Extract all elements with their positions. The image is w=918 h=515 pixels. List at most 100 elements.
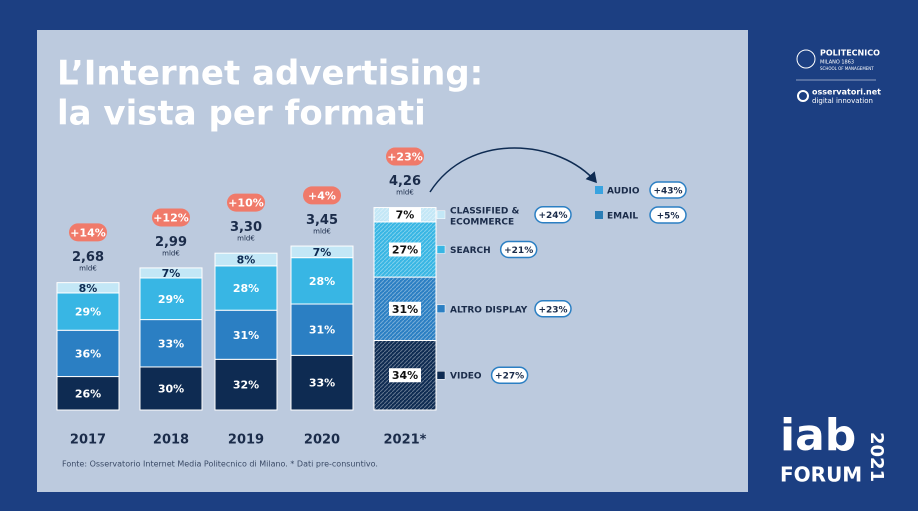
x-tick-label: 2019 bbox=[228, 433, 264, 448]
segment-label: 33% bbox=[158, 337, 184, 350]
segment-label: 7% bbox=[396, 209, 415, 222]
sub-label: EMAIL bbox=[607, 212, 638, 222]
bar-segment bbox=[214, 252, 278, 267]
sub-pill-label: +43% bbox=[653, 187, 682, 197]
segment-label: 26% bbox=[75, 387, 101, 400]
bar-segment bbox=[56, 292, 120, 331]
unit-label: mld€ bbox=[313, 227, 331, 235]
legend-label: CLASSIFIED & ECOMMERCE bbox=[450, 206, 519, 227]
bar-segment bbox=[214, 358, 278, 411]
bar-segment bbox=[56, 329, 120, 378]
growth-label: +10% bbox=[228, 197, 264, 210]
total-label: 4,26 bbox=[389, 174, 421, 189]
label-box bbox=[389, 242, 421, 257]
legend-swatch bbox=[436, 304, 446, 314]
segment-label: 33% bbox=[309, 377, 335, 390]
bar-segment bbox=[290, 303, 354, 356]
bar-segment bbox=[214, 309, 278, 360]
growth-pill bbox=[386, 147, 424, 166]
segment-label: 28% bbox=[309, 275, 335, 288]
logo-text: digital innovation bbox=[812, 97, 873, 105]
label-box bbox=[389, 301, 421, 316]
iab-logo: 2021 bbox=[866, 432, 887, 482]
segment-label: 28% bbox=[233, 282, 259, 295]
segment-label: 31% bbox=[392, 303, 418, 316]
title: L’Internet advertising: bbox=[57, 54, 483, 94]
unit-label: mld€ bbox=[396, 189, 414, 197]
growth-pill bbox=[69, 223, 107, 242]
sub-swatch bbox=[595, 211, 603, 219]
segment-label: 29% bbox=[158, 293, 184, 306]
growth-label: +23% bbox=[387, 151, 423, 164]
x-tick-label: 2017 bbox=[70, 433, 106, 448]
bar-segment bbox=[139, 366, 203, 411]
unit-label: mld€ bbox=[79, 264, 97, 272]
bar-segment bbox=[56, 376, 120, 411]
logo-text: SCHOOL OF MANAGEMENT bbox=[820, 66, 874, 71]
iab-logo: iab bbox=[780, 410, 856, 461]
unit-label: mld€ bbox=[237, 235, 255, 243]
legend-swatch bbox=[436, 210, 446, 219]
bar-segment bbox=[290, 257, 354, 305]
legend-swatch bbox=[436, 370, 446, 380]
legend-pill bbox=[499, 240, 538, 259]
label-box bbox=[389, 207, 421, 222]
bar-segment bbox=[56, 282, 120, 294]
growth-pill bbox=[152, 208, 190, 227]
bar-segment bbox=[139, 319, 203, 368]
legend-label: VIDEO bbox=[450, 372, 482, 382]
segment-label: 29% bbox=[75, 306, 101, 319]
segment-label: 7% bbox=[313, 246, 332, 259]
growth-pill bbox=[303, 186, 341, 205]
growth-pill bbox=[227, 193, 265, 212]
total-label: 3,30 bbox=[230, 220, 262, 235]
segment-label: 31% bbox=[309, 324, 335, 337]
legend-pill-label: +21% bbox=[504, 246, 533, 256]
title: la vista per formati bbox=[57, 94, 426, 134]
sub-pill bbox=[649, 206, 687, 224]
x-tick-label: 2021* bbox=[384, 433, 427, 448]
growth-label: +14% bbox=[70, 226, 106, 239]
label-box bbox=[389, 368, 421, 383]
logo-icon bbox=[796, 49, 816, 69]
segment-label: 8% bbox=[79, 282, 98, 295]
legend-pill bbox=[534, 300, 572, 318]
legend-label: ALTRO DISPLAY bbox=[450, 305, 528, 315]
legend-pill-label: +24% bbox=[538, 211, 567, 221]
unit-label: mld€ bbox=[162, 249, 180, 257]
bar-segment bbox=[139, 267, 203, 279]
x-tick-label: 2020 bbox=[304, 433, 340, 448]
segment-label: 32% bbox=[233, 379, 259, 392]
legend-pill-label: +23% bbox=[538, 305, 567, 315]
sub-pill-label: +5% bbox=[657, 212, 680, 222]
arrow bbox=[429, 147, 597, 193]
sub-pill bbox=[649, 181, 687, 199]
segment-label: 36% bbox=[75, 347, 101, 360]
total-label: 3,45 bbox=[306, 213, 338, 228]
legend-pill bbox=[534, 205, 572, 224]
x-tick-label: 2018 bbox=[153, 433, 189, 448]
iab-logo: FORUM bbox=[780, 463, 862, 487]
segment-label: 8% bbox=[237, 254, 256, 267]
sub-swatch bbox=[595, 186, 603, 194]
logo-text: POLITECNICO bbox=[820, 49, 880, 58]
growth-label: +12% bbox=[153, 211, 189, 224]
growth-label: +4% bbox=[308, 189, 336, 202]
source: Fonte: Osservatorio Internet Media Polit… bbox=[62, 460, 378, 469]
segment-label: 34% bbox=[392, 369, 418, 382]
segment-label: 27% bbox=[392, 243, 418, 256]
legend-pill bbox=[490, 366, 529, 384]
legend-swatch bbox=[436, 245, 446, 254]
legend-pill-label: +27% bbox=[495, 372, 524, 382]
total-label: 2,99 bbox=[155, 235, 187, 250]
segment-label: 31% bbox=[233, 329, 259, 342]
logo-icon bbox=[797, 90, 809, 102]
logo-text: osservatori.net bbox=[812, 88, 881, 97]
sub-label: AUDIO bbox=[607, 187, 640, 197]
bar-segment bbox=[290, 245, 354, 259]
segment-label: 7% bbox=[162, 267, 181, 280]
total-label: 2,68 bbox=[72, 250, 104, 265]
bar-segment bbox=[139, 277, 203, 321]
logo-text: MILANO 1863 bbox=[820, 60, 854, 66]
